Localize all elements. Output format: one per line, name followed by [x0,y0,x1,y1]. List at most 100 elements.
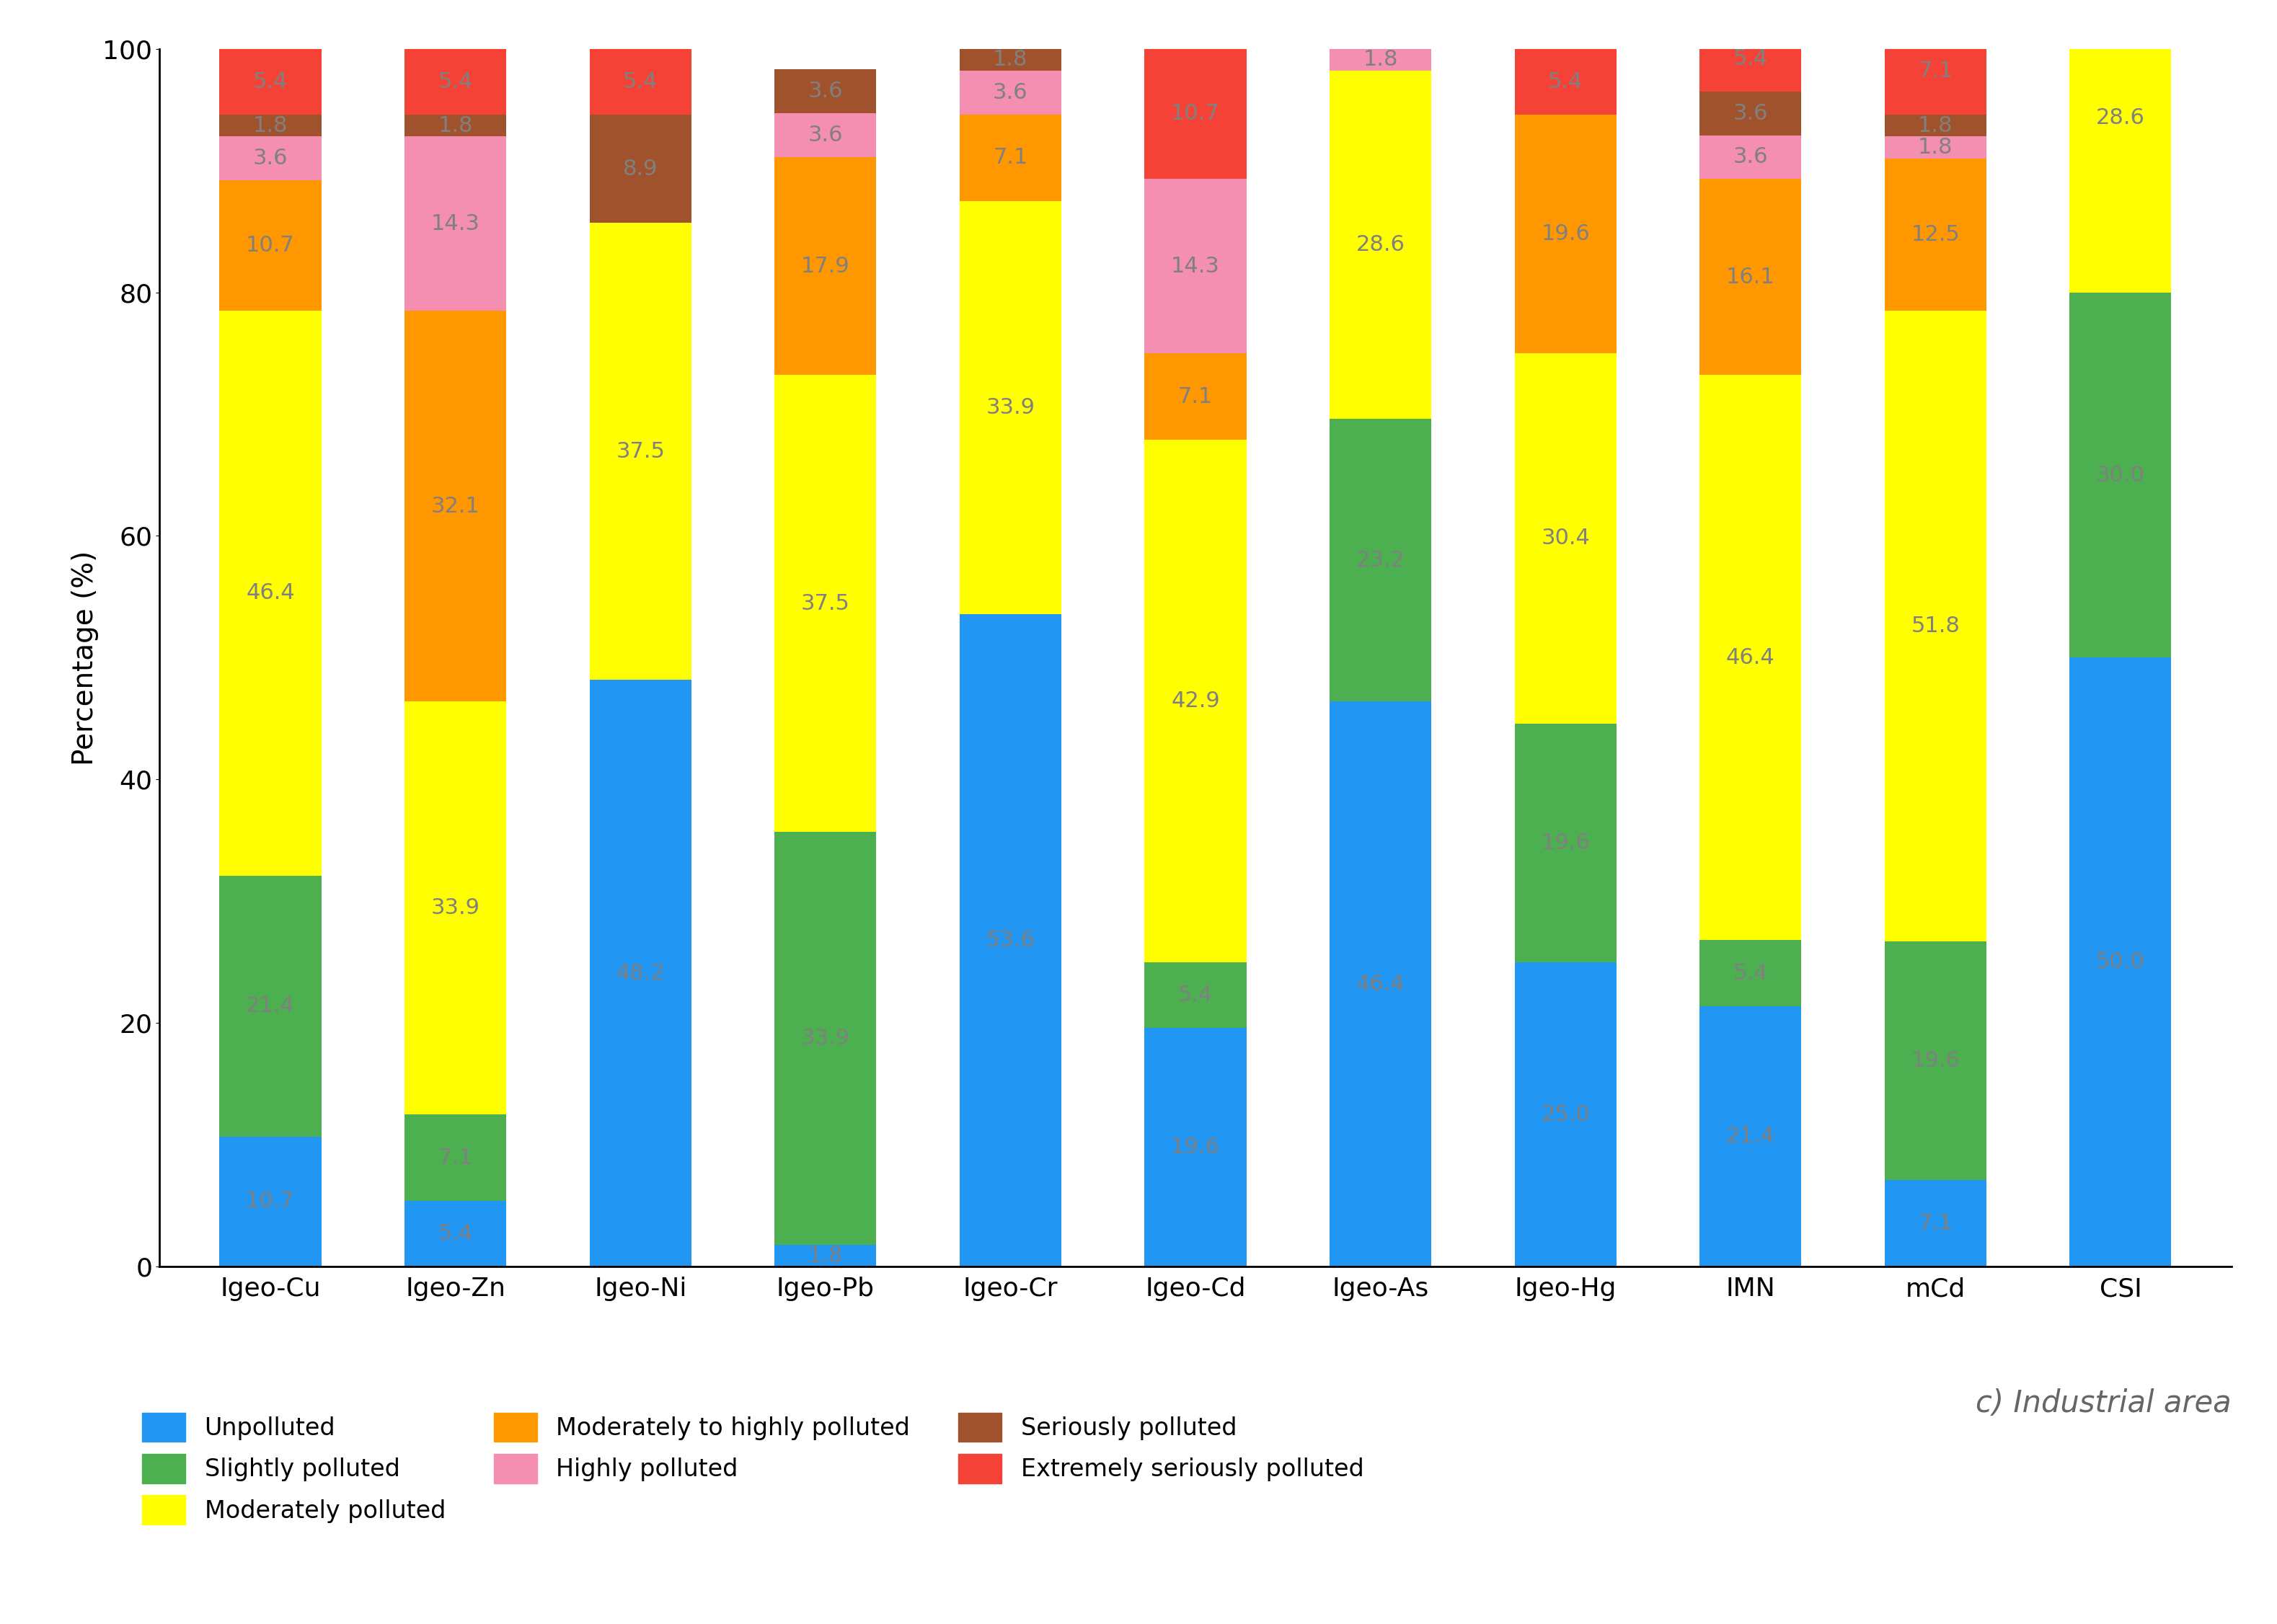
Text: 5.4: 5.4 [437,1223,474,1244]
Bar [405,310,505,702]
Bar [1330,419,1432,702]
Text: 5.4: 5.4 [1733,963,1767,984]
Bar [1699,375,1801,940]
Bar [1885,942,1986,1181]
Text: 1.8: 1.8 [993,28,1027,49]
Bar [1514,354,1617,724]
Text: 1.8: 1.8 [253,115,287,136]
Bar [1514,115,1617,354]
Text: 7.1: 7.1 [1177,387,1214,408]
Text: 19.6: 19.6 [1542,833,1589,853]
Text: 30.0: 30.0 [2097,464,2145,486]
Text: 3.6: 3.6 [808,81,842,102]
Text: 21.4: 21.4 [1726,1125,1774,1147]
Text: c) Industrial area: c) Industrial area [1976,1389,2231,1419]
Text: 46.4: 46.4 [1357,974,1405,994]
Y-axis label: Percentage (%): Percentage (%) [71,551,98,765]
Bar [1514,961,1617,1267]
Bar [1699,135,1801,179]
Text: 19.6: 19.6 [1542,224,1589,244]
Bar [959,49,1061,71]
Bar [590,114,692,222]
Text: 19.6: 19.6 [1910,1051,1960,1072]
Text: 32.1: 32.1 [430,495,480,516]
Text: 37.5: 37.5 [617,440,665,461]
Text: 37.5: 37.5 [802,593,849,614]
Bar [219,49,321,114]
Text: 5.4: 5.4 [1733,49,1767,68]
Bar [774,831,877,1246]
Text: 5.4: 5.4 [253,71,287,93]
Bar [1330,71,1432,419]
Text: 10.7: 10.7 [246,1190,294,1212]
Text: 53.6: 53.6 [986,931,1034,950]
Text: 1.8: 1.8 [808,1246,842,1267]
Bar [219,1137,321,1267]
Text: 1.8: 1.8 [1364,49,1398,70]
Bar [405,1114,505,1202]
Text: 48.2: 48.2 [617,963,665,984]
Bar [219,875,321,1137]
Text: 3.6: 3.6 [253,148,287,169]
Bar [2070,292,2172,658]
Bar [1330,49,1432,71]
Bar [1885,28,1986,114]
Text: 12.5: 12.5 [1910,224,1960,245]
Bar [959,71,1061,114]
Bar [1699,940,1801,1007]
Text: 46.4: 46.4 [246,583,294,604]
Bar [590,679,692,1267]
Bar [405,114,505,136]
Bar [1145,179,1246,354]
Bar [774,114,877,158]
Text: 25.0: 25.0 [1542,1104,1589,1125]
Text: 14.3: 14.3 [430,213,480,234]
Legend: Unpolluted, Slightly polluted, Moderately polluted, Moderately to highly pollute: Unpolluted, Slightly polluted, Moderatel… [130,1400,1375,1536]
Text: 7.1: 7.1 [437,1147,474,1168]
Text: 3.6: 3.6 [1733,146,1767,167]
Bar [774,70,877,114]
Text: 5.4: 5.4 [624,71,658,93]
Text: 33.9: 33.9 [430,898,480,919]
Bar [1145,49,1246,179]
Bar [1885,114,1986,136]
Bar [1145,440,1246,961]
Text: 1.8: 1.8 [437,115,474,136]
Text: 28.6: 28.6 [1357,234,1405,255]
Bar [2070,0,2172,292]
Text: 33.9: 33.9 [986,396,1036,417]
Text: 23.2: 23.2 [1357,551,1405,570]
Bar [1885,310,1986,942]
Text: 3.6: 3.6 [808,125,842,146]
Text: 30.4: 30.4 [1542,528,1589,549]
Bar [774,1246,877,1267]
Bar [1885,136,1986,159]
Bar [774,158,877,375]
Text: 33.9: 33.9 [802,1028,849,1049]
Text: 50.0: 50.0 [2097,952,2145,973]
Text: 3.6: 3.6 [1733,102,1767,123]
Text: 19.6: 19.6 [1170,1137,1220,1158]
Bar [774,375,877,831]
Bar [1699,1007,1801,1267]
Bar [1514,724,1617,961]
Bar [405,136,505,310]
Bar [590,222,692,679]
Bar [405,702,505,1114]
Bar [2070,658,2172,1267]
Bar [959,201,1061,614]
Text: 7.1: 7.1 [993,148,1027,169]
Bar [959,115,1061,201]
Text: 14.3: 14.3 [1170,255,1220,276]
Bar [219,136,321,180]
Text: 5.4: 5.4 [1177,984,1214,1005]
Bar [1699,91,1801,135]
Text: 1.8: 1.8 [993,49,1027,70]
Text: 1.8: 1.8 [1917,115,1954,136]
Bar [219,180,321,310]
Bar [1145,1028,1246,1267]
Bar [1885,1181,1986,1267]
Text: 28.6: 28.6 [2097,107,2145,128]
Text: 46.4: 46.4 [1726,648,1774,667]
Bar [219,114,321,136]
